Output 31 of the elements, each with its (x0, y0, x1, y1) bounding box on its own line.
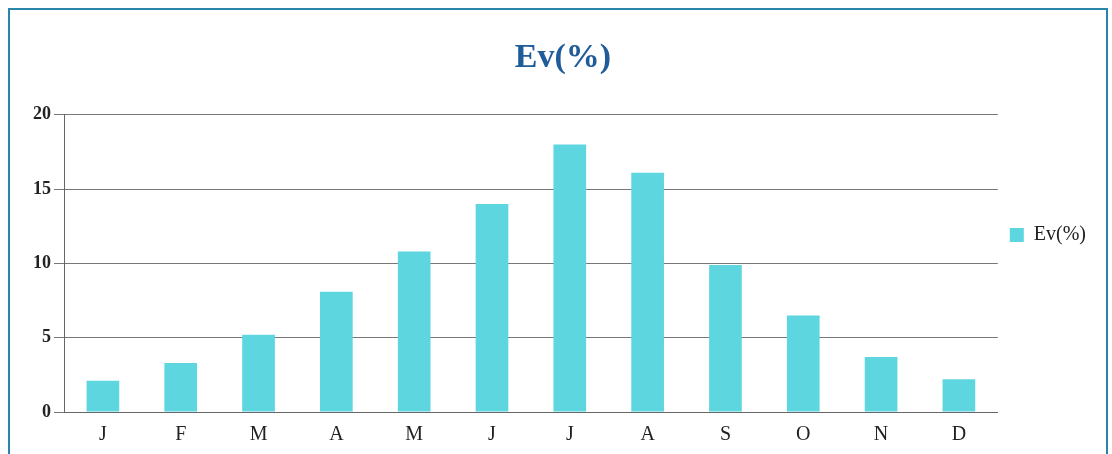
bar (553, 144, 587, 412)
bar (709, 264, 742, 412)
x-tick-label: J (488, 422, 497, 445)
bar (164, 362, 198, 412)
y-tick-label: 15 (33, 177, 51, 198)
bar (242, 334, 275, 412)
x-tick-label: J (565, 422, 574, 445)
x-tick-label: M (405, 422, 424, 445)
x-tick-label: F (175, 422, 187, 445)
chart-title: Ev(%) (514, 37, 612, 76)
x-tick-label: O (796, 422, 811, 445)
bar (631, 172, 664, 412)
x-tick-label: J (99, 422, 108, 445)
x-tick-label: S (719, 422, 732, 445)
bar (86, 380, 120, 412)
x-tick-label: A (329, 422, 345, 445)
bar (942, 379, 976, 412)
x-tick-label: M (249, 422, 268, 445)
bar (864, 357, 898, 412)
x-tick-label: A (640, 422, 656, 445)
x-tick-label: D (951, 422, 967, 445)
y-tick-label: 20 (33, 103, 51, 124)
y-tick-label: 10 (33, 252, 51, 273)
bar (320, 291, 353, 412)
bar (397, 251, 431, 412)
y-tick-label: 0 (42, 400, 51, 421)
y-tick-label: 5 (42, 326, 51, 347)
x-tick-label: N (873, 422, 889, 445)
legend-label: Ev(%) (1033, 222, 1087, 246)
bar (786, 315, 820, 412)
bar (475, 203, 509, 412)
